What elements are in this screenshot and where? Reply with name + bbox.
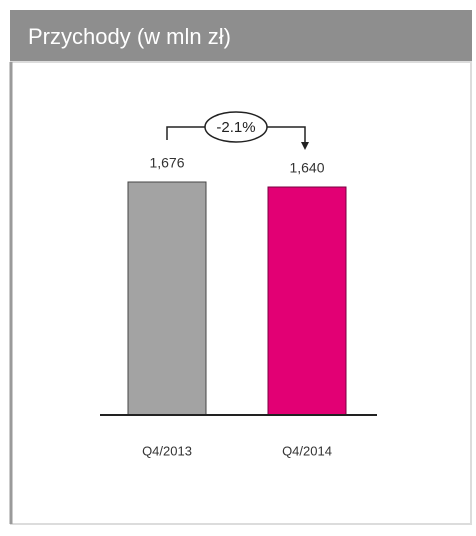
bracket xyxy=(166,126,306,144)
value-label: 1,640 xyxy=(289,160,324,176)
annotation-ellipse xyxy=(204,111,268,143)
chart-title: Przychody (w mln zł) xyxy=(28,24,231,49)
value-label: 1,676 xyxy=(149,155,184,171)
change-annotation: -2.1% xyxy=(166,111,309,150)
annotation-text: -2.1% xyxy=(216,119,255,136)
bar xyxy=(127,181,207,416)
x-tick-label: Q4/2014 xyxy=(282,443,332,458)
bar xyxy=(267,186,347,416)
arrow-head xyxy=(301,142,309,150)
header-band xyxy=(10,10,472,62)
x-tick-label: Q4/2013 xyxy=(142,443,192,458)
